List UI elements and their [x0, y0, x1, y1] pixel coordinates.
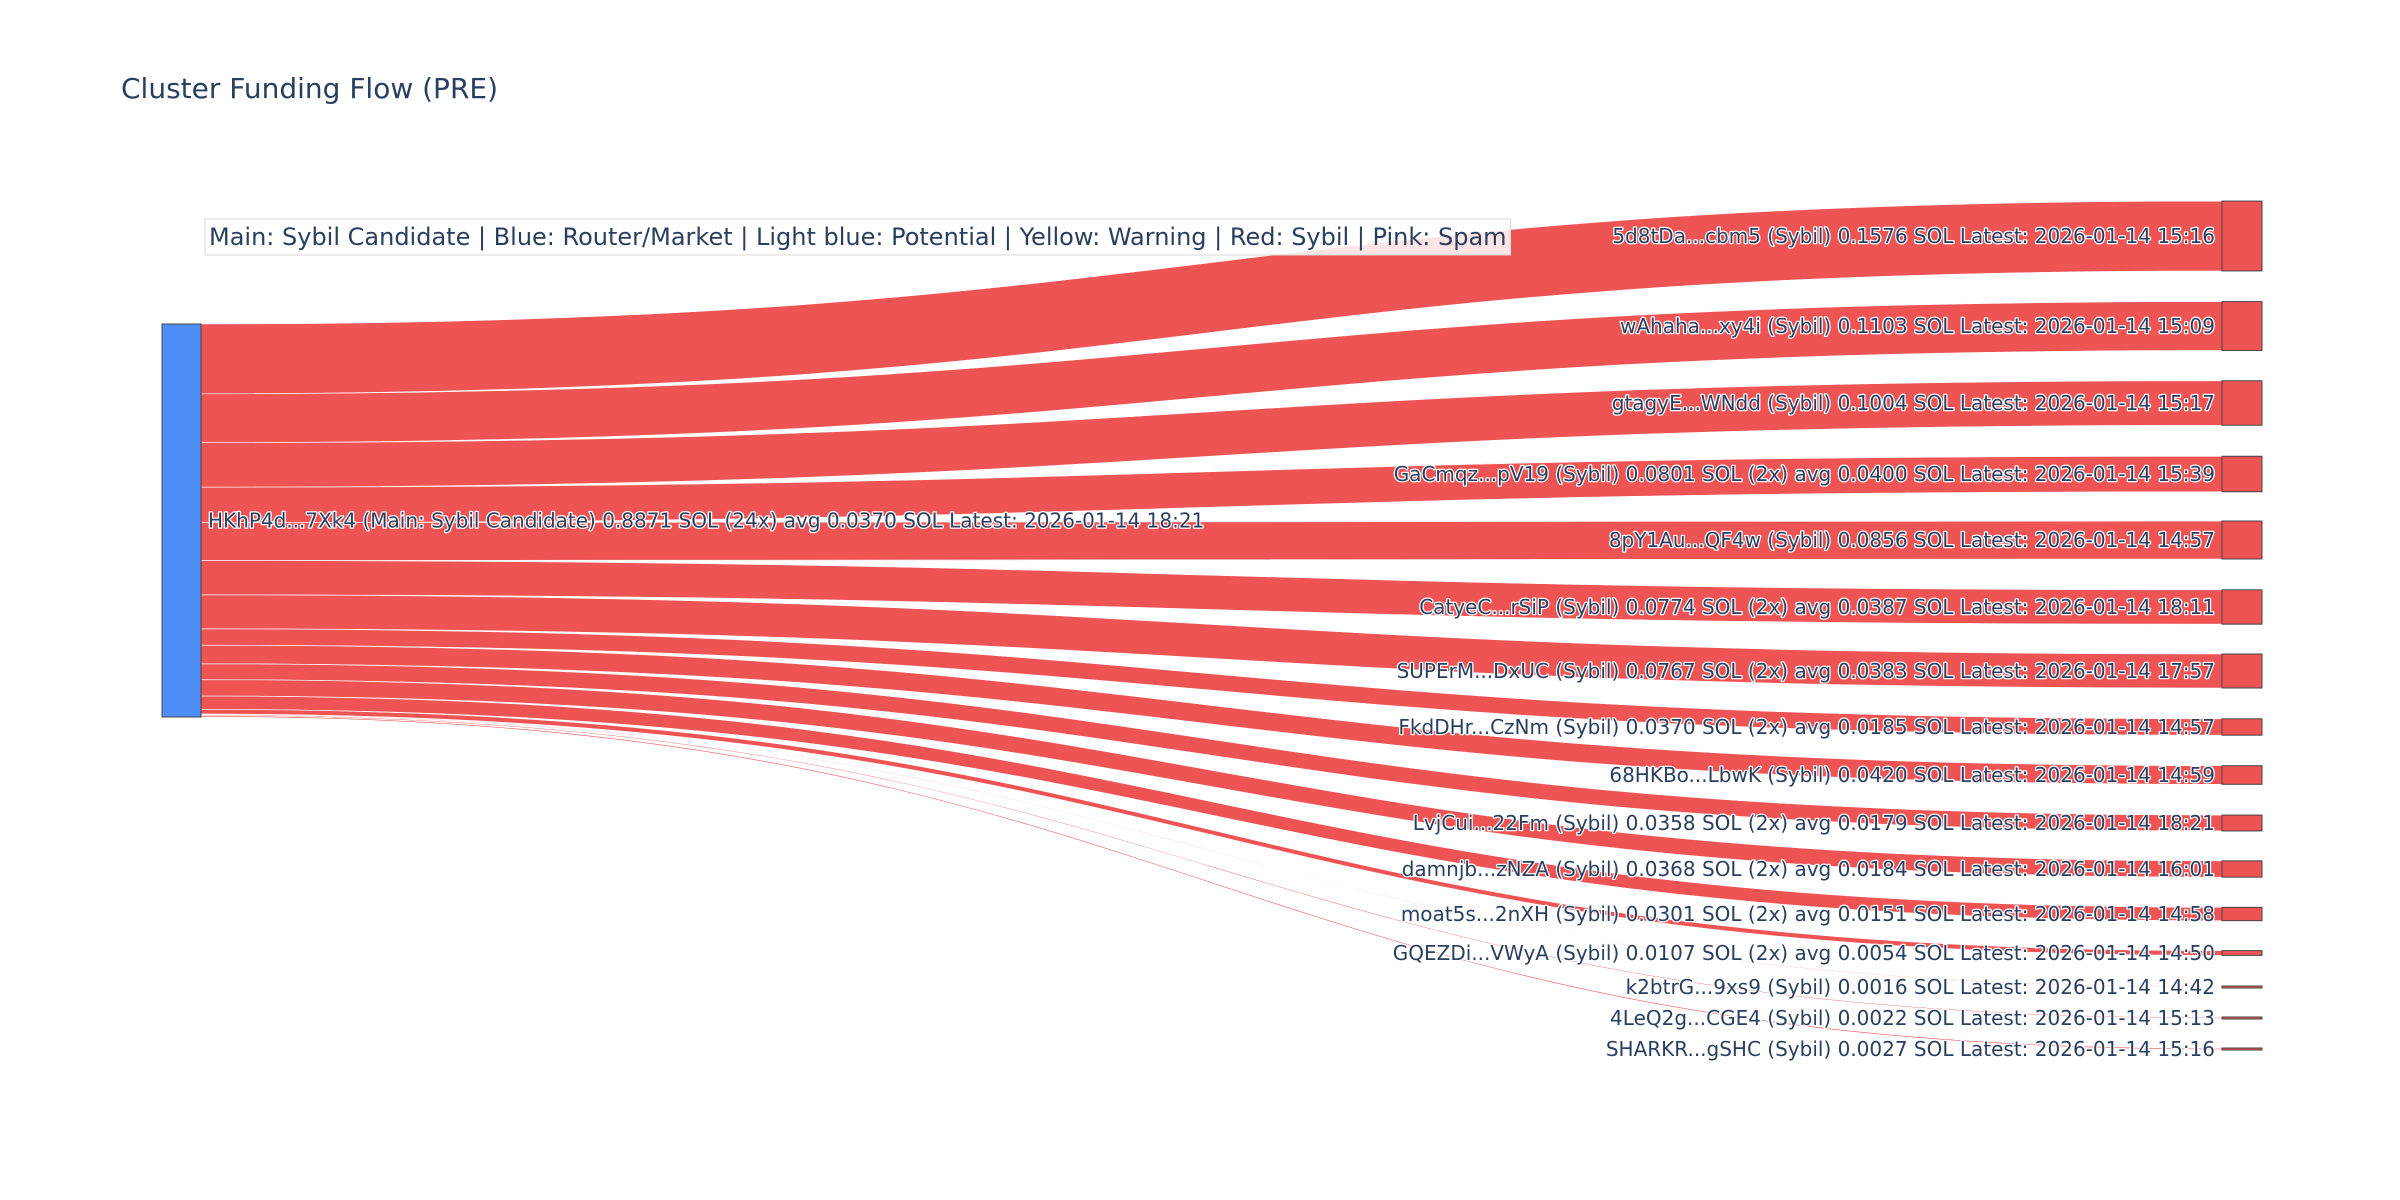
target-node-label: SHARKR...gSHC (Sybil) 0.0027 SOL Latest:…: [1606, 1037, 2215, 1061]
nodes-layer: [161, 200, 2263, 1051]
target-node[interactable]: [2221, 301, 2263, 351]
target-node[interactable]: [2221, 653, 2263, 689]
chart-title: Cluster Funding Flow (PRE): [121, 72, 499, 105]
target-node-label: wAhaha...xy4i (Sybil) 0.1103 SOL Latest:…: [1620, 314, 2215, 338]
target-node[interactable]: [2221, 765, 2263, 785]
target-node[interactable]: [2221, 860, 2263, 878]
target-node-label: 4LeQ2g...CGE4 (Sybil) 0.0022 SOL Latest:…: [1610, 1006, 2215, 1030]
legend-annotation: Main: Sybil Candidate | Blue: Router/Mar…: [204, 218, 1512, 256]
target-node[interactable]: [2221, 589, 2263, 625]
target-node[interactable]: [2221, 718, 2263, 736]
target-node[interactable]: [2221, 1047, 2263, 1051]
source-node[interactable]: [161, 323, 202, 718]
target-node[interactable]: [2221, 950, 2263, 956]
target-node[interactable]: [2221, 814, 2263, 832]
target-node-label: gtagyE...WNdd (Sybil) 0.1004 SOL Latest:…: [1612, 391, 2215, 415]
target-node[interactable]: [2221, 1016, 2263, 1020]
target-node-label: SUPErM...DxUC (Sybil) 0.0767 SOL (2x) av…: [1397, 659, 2215, 683]
target-node-label: 8pY1Au...QF4w (Sybil) 0.0856 SOL Latest:…: [1609, 528, 2215, 552]
target-node-label: moat5s...2nXH (Sybil) 0.0301 SOL (2x) av…: [1401, 902, 2215, 926]
target-node-label: CatyeC...rSiP (Sybil) 0.0774 SOL (2x) av…: [1419, 595, 2215, 619]
target-node[interactable]: [2221, 520, 2263, 560]
links-layer: [200, 200, 2223, 1050]
target-node-label: k2btrG...9xs9 (Sybil) 0.0016 SOL Latest:…: [1626, 975, 2215, 999]
legend-box: [204, 218, 1512, 256]
target-node-label: LvjCui...22Fm (Sybil) 0.0358 SOL (2x) av…: [1413, 811, 2215, 835]
labels-layer: HKhP4d...7Xk4 (Main: Sybil Candidate) 0.…: [207, 223, 2217, 1063]
target-node-label: FkdDHr...CzNm (Sybil) 0.0370 SOL (2x) av…: [1398, 715, 2215, 739]
target-node-label: damnjb...zNZA (Sybil) 0.0368 SOL (2x) av…: [1402, 857, 2215, 881]
target-node[interactable]: [2221, 906, 2263, 922]
target-node-label: 5d8tDa...cbm5 (Sybil) 0.1576 SOL Latest:…: [1612, 224, 2215, 248]
legend-text: Main: Sybil Candidate | Blue: Router/Mar…: [209, 223, 1507, 251]
target-node-label: 68HKBo...LbwK (Sybil) 0.0420 SOL Latest:…: [1609, 763, 2215, 787]
target-node[interactable]: [2221, 985, 2263, 989]
target-node[interactable]: [2221, 200, 2263, 272]
target-node[interactable]: [2221, 380, 2263, 426]
target-node-label: GaCmqz...pV19 (Sybil) 0.0801 SOL (2x) av…: [1394, 462, 2215, 486]
target-node[interactable]: [2221, 455, 2263, 493]
target-node-label: GQEZDi...VWyA (Sybil) 0.0107 SOL (2x) av…: [1393, 941, 2215, 965]
source-node-label: HKhP4d...7Xk4 (Main: Sybil Candidate) 0.…: [208, 509, 1204, 533]
